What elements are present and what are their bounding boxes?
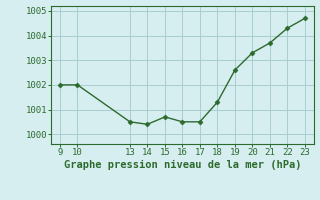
X-axis label: Graphe pression niveau de la mer (hPa): Graphe pression niveau de la mer (hPa) <box>64 160 301 170</box>
